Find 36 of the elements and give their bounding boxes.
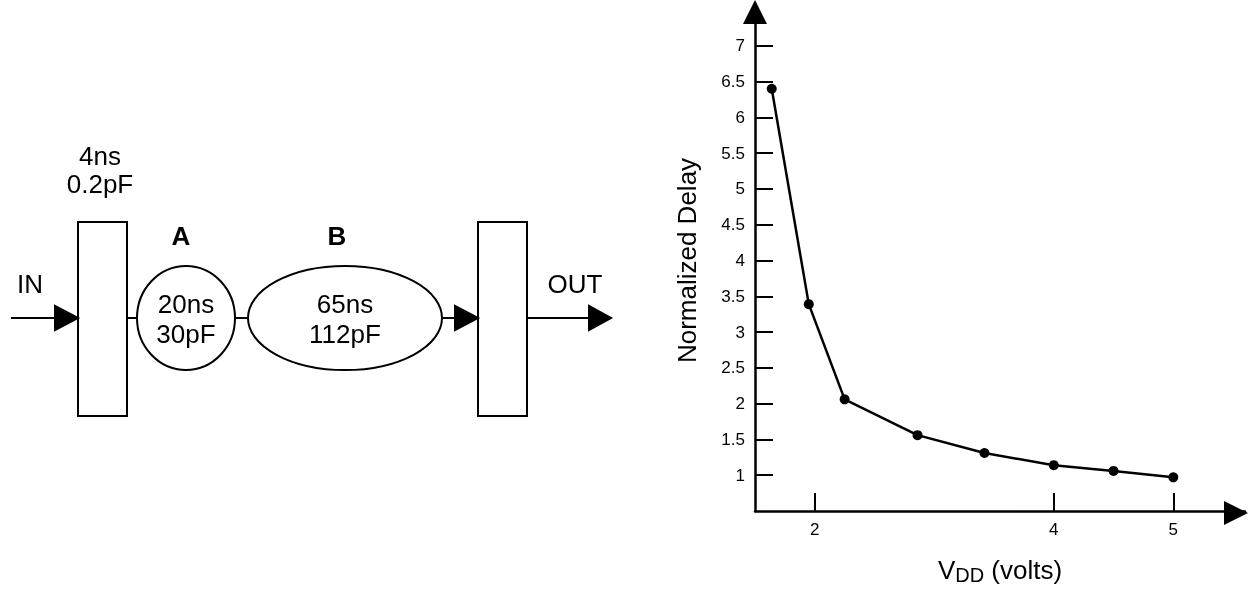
x-tick-label: 2	[810, 520, 820, 539]
y-axis-title: Normalized Delay	[672, 157, 702, 364]
text: 112pF	[309, 319, 381, 349]
text: 30pF	[156, 319, 216, 349]
text: 65ns	[316, 289, 374, 319]
y-tick-label: 4.5	[721, 215, 745, 235]
text: 0.2pF	[66, 169, 134, 199]
y-tick-label: 4	[735, 251, 745, 270]
y-tick-label: 1.5	[721, 429, 745, 449]
point	[766, 83, 777, 94]
y-tick-label: 7	[735, 36, 745, 56]
y-tick-label: 6	[735, 107, 745, 127]
point	[1108, 465, 1119, 476]
point	[839, 394, 850, 405]
text: 4ns	[79, 141, 121, 171]
y-tick-label: 2	[735, 394, 745, 414]
y-tick-label: 5.5	[721, 143, 745, 163]
point	[803, 299, 814, 310]
y-tick-label: 1	[735, 465, 745, 485]
y-tick-label: 6.5	[721, 72, 745, 92]
point	[979, 448, 990, 459]
point	[912, 430, 923, 441]
x-tick-label: 5	[1168, 520, 1179, 539]
y-tick-label: 2.5	[721, 358, 745, 378]
y-tick-label: 5	[735, 179, 745, 199]
text: OUT	[547, 269, 603, 299]
x-tick-label: 4	[1049, 520, 1059, 539]
y-tick-label: 3.5	[721, 286, 745, 306]
x-axis-title: VDD (volts)	[937, 555, 1063, 586]
text: B	[327, 221, 347, 251]
point	[1048, 460, 1059, 471]
point	[1168, 472, 1179, 483]
text: 20ns	[157, 289, 215, 319]
y-tick-label: 3	[735, 322, 745, 342]
text: IN	[17, 269, 43, 299]
text: A	[171, 221, 191, 251]
